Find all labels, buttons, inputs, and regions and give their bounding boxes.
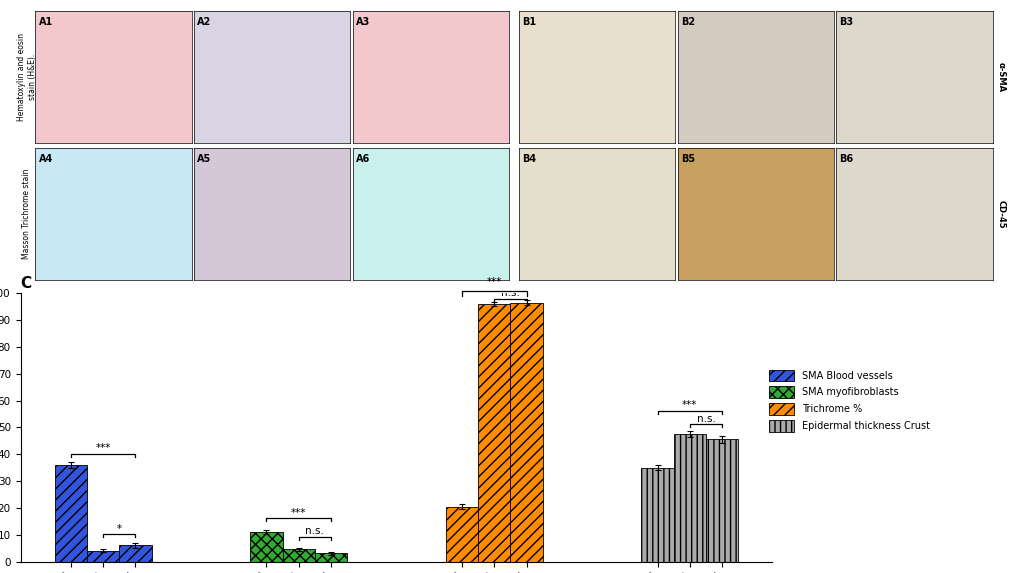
Text: B4: B4: [522, 154, 537, 163]
Legend: SMA Blood vessels, SMA myofibroblasts, Trichrome %, Epidermal thickness Crust: SMA Blood vessels, SMA myofibroblasts, T…: [766, 366, 933, 435]
Bar: [119, 545, 151, 562]
Text: A2: A2: [197, 17, 212, 27]
Text: B5: B5: [681, 154, 695, 163]
Text: α-SMA: α-SMA: [997, 62, 1005, 92]
Bar: [706, 439, 738, 562]
Text: n.s.: n.s.: [697, 414, 715, 423]
Text: ***: ***: [683, 400, 698, 410]
Bar: [283, 550, 315, 562]
Text: B3: B3: [840, 17, 853, 27]
Bar: [511, 303, 543, 562]
Text: B2: B2: [681, 17, 695, 27]
Text: ***: ***: [486, 277, 502, 286]
Text: A4: A4: [39, 154, 52, 163]
Text: ***: ***: [96, 443, 111, 453]
Text: ***: ***: [291, 508, 306, 517]
Bar: [446, 507, 478, 562]
Text: B6: B6: [840, 154, 853, 163]
Text: B1: B1: [522, 17, 537, 27]
Bar: [641, 468, 673, 562]
Text: Masson Trichrome stain: Masson Trichrome stain: [23, 169, 31, 259]
Text: A6: A6: [356, 154, 370, 163]
Text: A3: A3: [356, 17, 370, 27]
Bar: [250, 532, 283, 562]
Text: A5: A5: [197, 154, 212, 163]
Bar: [673, 434, 706, 562]
Bar: [478, 304, 511, 562]
Text: Hematoxylin and eosin
stain (H&E).: Hematoxylin and eosin stain (H&E).: [17, 33, 37, 121]
Text: C: C: [21, 276, 32, 291]
Text: n.s.: n.s.: [305, 527, 324, 536]
Text: CD-45: CD-45: [997, 200, 1005, 228]
Text: A1: A1: [39, 17, 52, 27]
Text: *: *: [117, 524, 122, 533]
Bar: [87, 551, 119, 562]
Bar: [54, 465, 87, 562]
Text: n.s.: n.s.: [501, 288, 520, 298]
Bar: [315, 554, 347, 562]
